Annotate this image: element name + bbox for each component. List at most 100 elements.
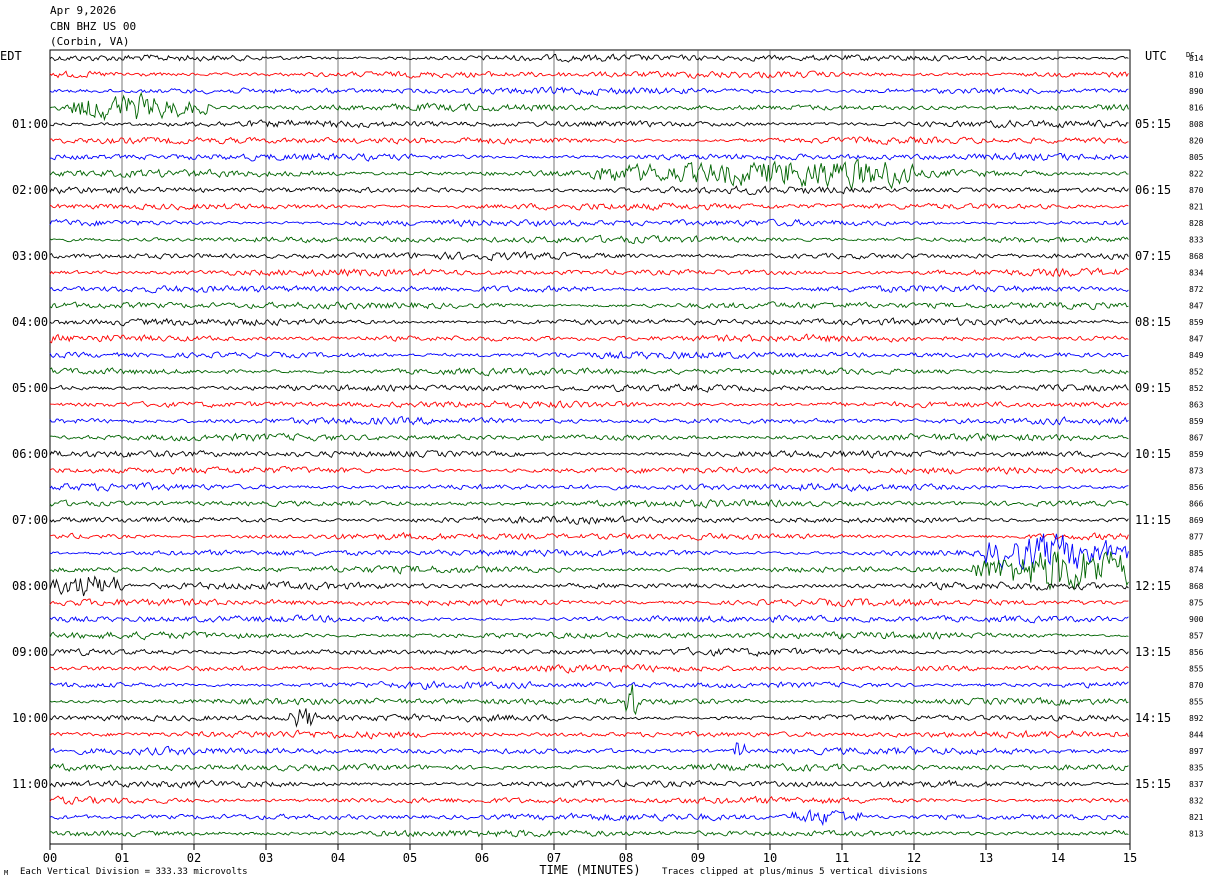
trace-line (49, 829, 1129, 838)
dc-offset-value: 855 (1189, 698, 1204, 707)
dc-offset-value: 890 (1189, 87, 1204, 96)
dc-offset-value: 833 (1189, 236, 1204, 245)
clip-note: Traces clipped at plus/minus 5 vertical … (662, 867, 928, 877)
trace-line (49, 779, 1129, 789)
trace-line (49, 70, 1129, 79)
dc-offset-value: 868 (1189, 252, 1204, 261)
dc-offset-value: 847 (1189, 302, 1204, 311)
station-label: CBN BHZ US 00 (50, 20, 137, 33)
dc-offset-value: 885 (1189, 549, 1204, 558)
trace-line (49, 630, 1129, 641)
dc-offset-value: 859 (1189, 318, 1204, 327)
trace-line (49, 317, 1129, 327)
trace-line (49, 808, 1129, 827)
x-tick-label: 14 (1051, 851, 1065, 865)
edt-time-label: 02:00 (12, 183, 48, 197)
trace-line (49, 91, 1129, 122)
trace-line (49, 367, 1129, 377)
utc-time-label: 06:15 (1135, 183, 1171, 197)
edt-time-label: 09:00 (12, 645, 48, 659)
dc-offset-value: 835 (1189, 764, 1204, 773)
utc-time-label: 11:15 (1135, 513, 1171, 527)
x-tick-label: 02 (187, 851, 201, 865)
edt-time-label: 05:00 (12, 381, 48, 395)
trace-line (49, 333, 1129, 344)
trace-line (49, 533, 1129, 571)
dc-offset-value: 863 (1189, 401, 1204, 410)
edt-time-label: 10:00 (12, 711, 48, 725)
x-tick-label: 09 (691, 851, 705, 865)
trace-line (49, 432, 1129, 442)
utc-time-label: 09:15 (1135, 381, 1171, 395)
dc-offset-value: 873 (1189, 467, 1204, 476)
dc-offset-value: 897 (1189, 747, 1204, 756)
dc-offset-value: 837 (1189, 780, 1204, 789)
trace-line (49, 202, 1129, 212)
x-tick-label: 00 (43, 851, 57, 865)
trace-line (49, 449, 1129, 459)
x-tick-label: 06 (475, 851, 489, 865)
trace-line (49, 680, 1129, 691)
x-tick-label: 03 (259, 851, 273, 865)
dc-offset-value: 877 (1189, 533, 1204, 542)
dc-offset-value: 867 (1189, 434, 1204, 443)
edt-time-label: 07:00 (12, 513, 48, 527)
dc-offset-value: 849 (1189, 351, 1204, 360)
edt-time-label: 01:00 (12, 117, 48, 131)
x-tick-label: 13 (979, 851, 993, 865)
location-label: (Corbin, VA) (50, 35, 130, 48)
trace-line (49, 234, 1129, 244)
trace-line (49, 218, 1129, 228)
dc-offset-value: 870 (1189, 681, 1204, 690)
trace-line (49, 415, 1129, 426)
dc-offset-value: 852 (1189, 384, 1204, 393)
trace-line (49, 465, 1129, 475)
x-tick-label: 05 (403, 851, 417, 865)
x-tick-label: 07 (547, 851, 561, 865)
dc-offset-value: 875 (1189, 599, 1204, 608)
vertical-division-note: Each Vertical Division = 333.33 microvol… (20, 867, 248, 877)
dc-offset-value: 852 (1189, 368, 1204, 377)
utc-time-label: 10:15 (1135, 447, 1171, 461)
dc-offset-value: 874 (1189, 566, 1204, 575)
trace-line (49, 53, 1129, 63)
dc-offset-value: 813 (1189, 830, 1204, 839)
dc-offset-value: 822 (1189, 170, 1204, 179)
edt-time-label: 08:00 (12, 579, 48, 593)
trace-line (49, 499, 1129, 509)
dc-label: DC (1186, 51, 1194, 59)
trace-line (49, 400, 1129, 409)
trace-line (49, 85, 1129, 97)
dc-offset-value: 834 (1189, 269, 1204, 278)
dc-offset-value: 868 (1189, 582, 1204, 591)
dc-offset-value: 859 (1189, 417, 1204, 426)
edt-time-label: 03:00 (12, 249, 48, 263)
trace-line (49, 708, 1129, 728)
trace-line (49, 136, 1129, 146)
utc-time-label: 14:15 (1135, 711, 1171, 725)
trace-line (49, 350, 1129, 360)
dc-offset-value: 821 (1189, 813, 1204, 822)
dc-offset-value: 892 (1189, 714, 1204, 723)
trace-line (49, 383, 1129, 393)
x-axis-label: TIME (MINUTES) (539, 863, 640, 877)
trace-line (49, 742, 1129, 756)
x-tick-label: 08 (619, 851, 633, 865)
dc-offset-value: 857 (1189, 632, 1204, 641)
dc-offset-value: 900 (1189, 615, 1204, 624)
edt-time-label: 11:00 (12, 777, 48, 791)
trace-line (49, 267, 1129, 278)
trace-line (49, 598, 1129, 608)
trace-line (49, 185, 1129, 195)
trace-line (49, 664, 1129, 674)
corner-mark: M (4, 869, 8, 877)
dc-offset-value: 814 (1189, 54, 1204, 63)
dc-offset-value: 816 (1189, 104, 1204, 113)
x-tick-label: 10 (763, 851, 777, 865)
x-tick-label: 01 (115, 851, 129, 865)
x-tick-label: 04 (331, 851, 345, 865)
dc-offset-value: 820 (1189, 137, 1204, 146)
trace-line (49, 482, 1129, 493)
dc-offset-value: 847 (1189, 335, 1204, 344)
